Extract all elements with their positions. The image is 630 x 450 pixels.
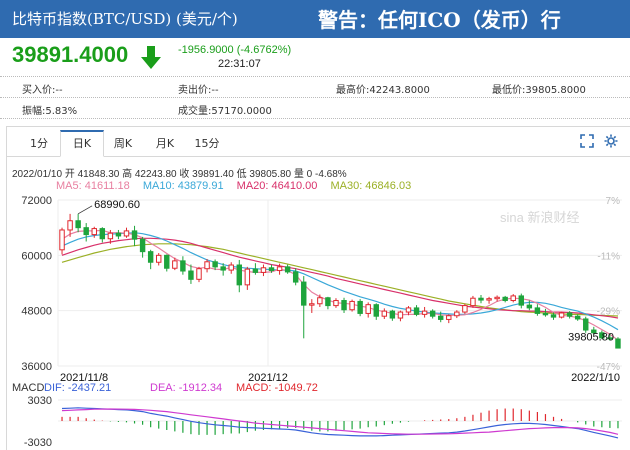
tab-1min[interactable]: 1分: [30, 137, 48, 150]
period-tabs: [6, 126, 630, 157]
volume: 成交量:57170.0000: [178, 106, 272, 117]
tab-monthly-k[interactable]: 月K: [155, 137, 175, 150]
price-change: -1956.9000 (-4.6762%): [178, 44, 292, 56]
tab-daily-k[interactable]: 日K: [60, 130, 104, 157]
header-bar: 比特币指数(BTC/USD) (美元/个) 警告：任何ICO（发币）行: [0, 0, 630, 38]
divider: [0, 97, 630, 98]
divider: [0, 76, 630, 77]
ma5-label: MA5: 41611.18: [56, 180, 130, 192]
ask-price: 卖出价:--: [178, 85, 219, 96]
current-price: 39891.4000: [12, 42, 129, 67]
fullscreen-icon[interactable]: [580, 134, 594, 148]
high-price: 最高价:42243.8000: [336, 85, 430, 96]
ma30-label: MA30: 46846.03: [330, 180, 412, 192]
bid-price: 买入价:--: [22, 85, 63, 96]
amplitude: 振幅:5.83%: [22, 106, 78, 117]
page-title: 比特币指数(BTC/USD) (美元/个): [12, 10, 238, 28]
quote-time: 22:31:07: [218, 58, 261, 70]
ma-legend: MA5: 41611.18 MA10: 43879.91 MA20: 46410…: [56, 180, 421, 192]
warning-banner: 警告：任何ICO（发币）行: [318, 8, 561, 32]
tab-weekly-k[interactable]: 周K: [113, 137, 133, 150]
down-arrow-icon: [141, 46, 161, 69]
ma10-label: MA10: 43879.91: [142, 180, 224, 192]
ma20-label: MA20: 46410.00: [236, 180, 318, 192]
ohlc-summary: 2022/01/10 开 41848.30 高 42243.80 收 39891…: [12, 169, 347, 180]
chart-panel: [6, 126, 630, 450]
tab-15min[interactable]: 15分: [194, 137, 220, 150]
gear-icon[interactable]: [604, 134, 618, 148]
divider: [0, 118, 630, 119]
low-price: 最低价:39805.8000: [492, 85, 586, 96]
